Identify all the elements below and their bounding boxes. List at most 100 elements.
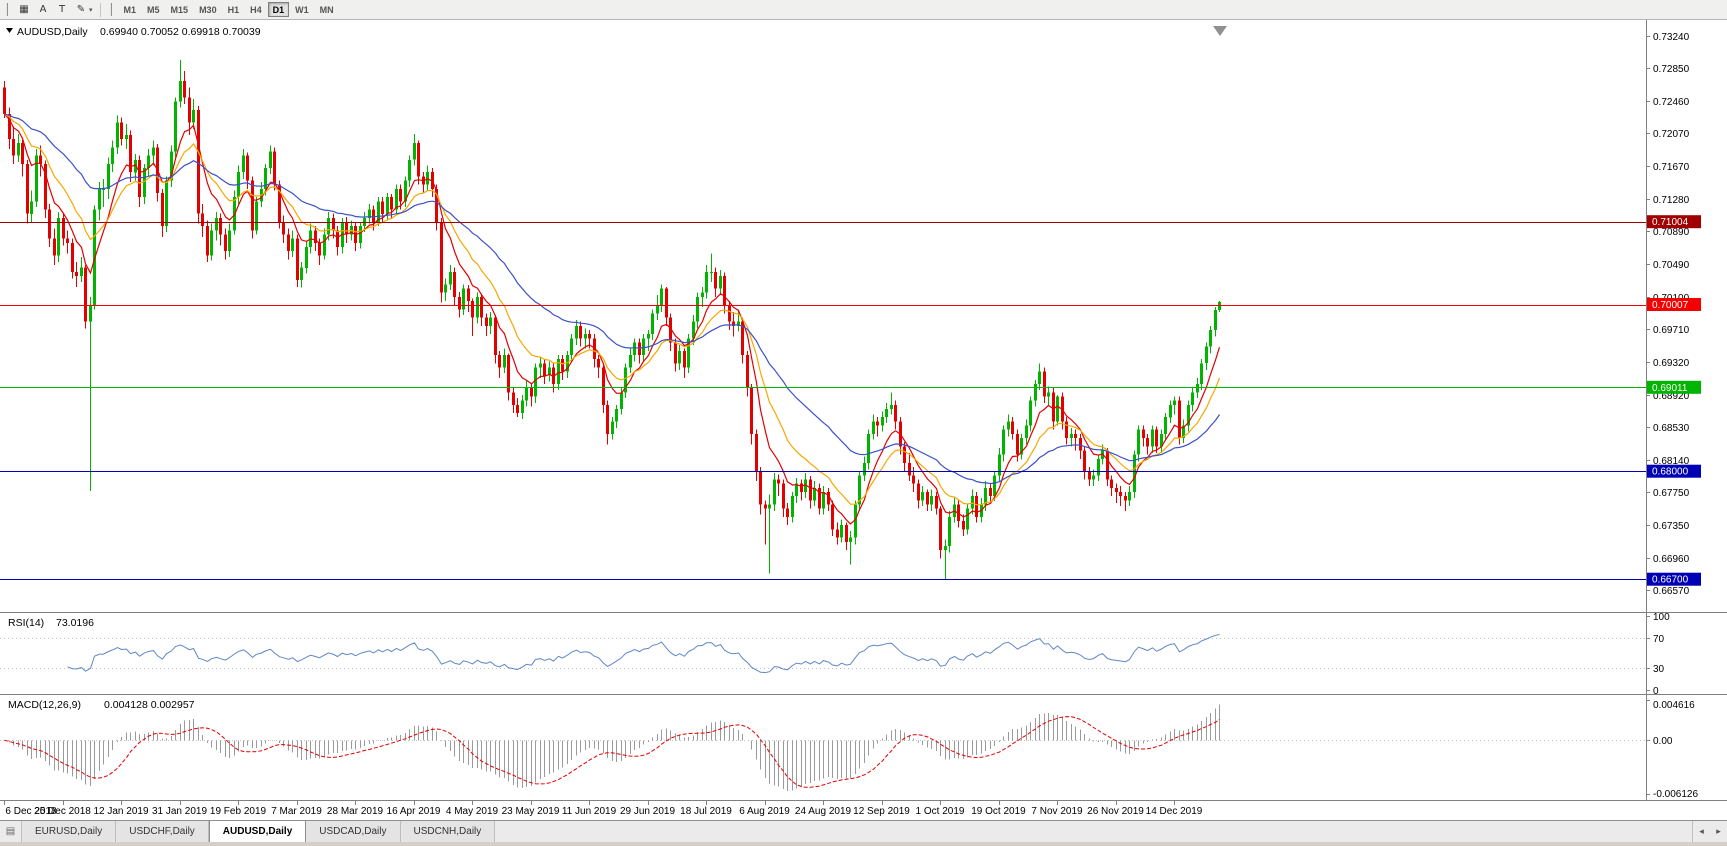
rsi-axis-label: 0 [1653,686,1659,697]
date-label: 31 Jan 2019 [152,806,207,817]
price-axis-label: 0.66960 [1653,554,1690,565]
price-line-tags[interactable]: 0.71004 0.70007 0.69011 0.68000 0.66700 [1647,215,1701,586]
date-label: 29 Jun 2019 [620,806,675,817]
cursor-tool-glyph: A [39,4,47,15]
date-label: 24 Aug 2019 [795,806,852,817]
timeframe-w1-button[interactable]: W1 [295,4,309,15]
price-axis-label: 0.68920 [1653,391,1690,402]
rsi-value: 73.0196 [56,617,94,629]
price-axis-label: 0.67350 [1653,521,1690,532]
price-axis-label: 0.70890 [1653,227,1690,238]
price-line-tag[interactable] [1647,572,1701,586]
macd-signal-line [4,716,1220,788]
chart-canvas[interactable]: 0.73240 0.72850 0.72460 0.72070 0.71670 0.712… [0,20,1727,820]
toolbar-grip[interactable] [6,3,10,16]
price-line-tag-label: 0.66700 [1652,575,1689,586]
price-line-tag[interactable] [1647,380,1701,394]
date-label: 18 Jul 2019 [680,806,732,817]
price-axis-label: 0.68530 [1653,423,1690,434]
candlesticks [3,60,1221,580]
date-label: 4 May 2019 [446,806,499,817]
macd-axis-label: 0.004616 [1653,700,1695,711]
price-line-tag[interactable] [1647,464,1701,478]
chart-shift-icon[interactable] [1213,26,1227,36]
crosshair-tool-icon[interactable]: T [53,2,71,18]
rsi-axis-label: 30 [1653,664,1665,675]
tab-scroll-left-icon[interactable]: ◂ [1699,826,1704,837]
price-axis-label: 0.66570 [1653,586,1690,597]
timeframe-h1-button[interactable]: H1 [227,4,240,15]
timeframe-h4-button[interactable]: H4 [250,4,262,15]
chart-menu-icon[interactable] [6,28,13,33]
rsi-axis-label: 100 [1653,612,1670,623]
macd-histogram [9,704,1220,792]
rsi-pane: 100 70 30 0 [0,612,1670,697]
price-line-tag[interactable] [1647,215,1701,229]
price-axis-label: 0.68140 [1653,456,1690,467]
date-label: 6 Dec 2018 [5,806,57,817]
ma-line-fast [4,113,1221,525]
price-line-tag-label: 0.70007 [1652,300,1689,311]
timeframe-mn-button[interactable]: MN [319,4,334,15]
timeframe-m30-button[interactable]: M30 [199,4,217,15]
draw-tool-glyph: ✎ [76,4,86,15]
timeframe-m15-button[interactable]: M15 [170,4,189,15]
tab-scroll-right-icon[interactable]: ▸ [1716,826,1721,837]
horizontal-lines[interactable] [0,222,1646,580]
cursor-tool-icon[interactable]: A [34,2,52,18]
price-axis-label: 0.69710 [1653,325,1690,336]
price-line-tag-label: 0.68000 [1652,467,1689,478]
chart-type-glyph: ▦ [19,4,29,15]
rsi-axis-label: 70 [1653,634,1665,645]
price-axis-label: 0.73240 [1653,32,1690,43]
macd-pane: 0.004616 0.00 -0.006126 [0,700,1698,800]
date-label: 28 Mar 2019 [327,806,384,817]
date-label: 19 Feb 2019 [210,806,267,817]
tab-usdchf-daily[interactable]: USDCHF,Daily [116,821,209,842]
date-label: 7 Nov 2019 [1031,806,1083,817]
crosshair-tool-glyph: T [58,4,66,15]
date-label: 16 Apr 2019 [387,806,441,817]
chart-title: AUDUSD,Daily [17,26,88,38]
timeframe-m5-button[interactable]: M5 [147,4,160,15]
macd-axis-label: 0.00 [1653,736,1673,747]
timeframe-toolbar-grip[interactable] [109,3,114,16]
date-label: 12 Sep 2019 [853,806,910,817]
tab-audusd-daily[interactable]: AUDUSD,Daily [208,821,307,842]
draw-tool-icon[interactable]: ✎ [72,2,90,18]
price-line-tag-label: 0.69011 [1652,383,1688,394]
price-axis-label: 0.72850 [1653,64,1690,75]
timeframe-m1-button[interactable]: M1 [123,4,137,15]
price-line-tag[interactable] [1647,298,1701,311]
top-toolbar: ▦ A T ✎ ▾ M1 M5 M15 M30 H1 H4 D1 W1 MN [0,0,1727,20]
chart-type-icon[interactable]: ▦ [15,2,33,18]
chevron-down-icon[interactable]: ▾ [89,5,93,14]
price-axis-label: 0.72460 [1653,97,1690,108]
price-axis-label: 0.70490 [1653,260,1690,271]
moving-averages [4,113,1221,525]
date-label: 25 Dec 2018 [34,806,91,817]
date-label: 11 Jun 2019 [562,806,617,817]
price-axis-label: 0.72070 [1653,129,1690,140]
tab-scroll-group: ◂ ▸ [1692,821,1727,842]
tab-eurusd-daily[interactable]: EURUSD,Daily [22,821,117,842]
date-label: 1 Oct 2019 [916,806,965,817]
tab-usdcad-daily[interactable]: USDCAD,Daily [306,821,401,842]
date-label: 19 Oct 2019 [971,806,1026,817]
price-axis-label: 0.71670 [1653,162,1690,173]
toolbar-separator [99,2,101,17]
ma-line-medium [4,113,1221,506]
price-axis-label: 0.71280 [1653,195,1690,206]
chart-layers: 0.73240 0.72850 0.72460 0.72070 0.71670 0.712… [0,20,1727,817]
timeframe-d1-button[interactable]: D1 [267,2,290,17]
rsi-line [67,634,1220,674]
tab-usdcnh-daily[interactable]: USDCNH,Daily [400,821,496,842]
price-axis[interactable]: 0.73240 0.72850 0.72460 0.72070 0.71670 0.712… [1646,20,1690,800]
date-label: 26 Nov 2019 [1087,806,1144,817]
chart-ohlc-values: 0.69940 0.70052 0.69918 0.70039 [100,26,261,38]
rsi-label: RSI(14) [8,617,44,629]
tab-list-icon[interactable]: ▤ [0,821,22,842]
ma-line-slow [4,113,1220,485]
